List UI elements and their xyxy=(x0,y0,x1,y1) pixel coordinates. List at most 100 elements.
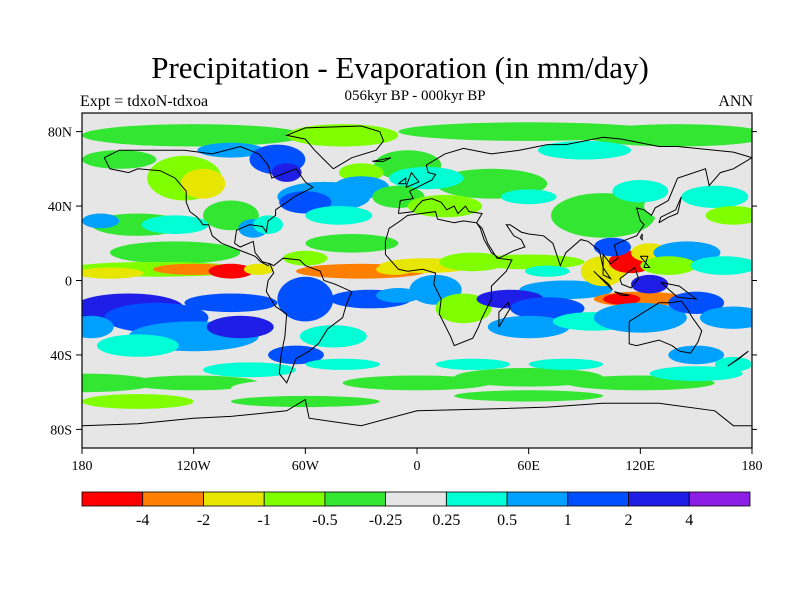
lat-tick-label: 0 xyxy=(65,275,72,290)
pe-anomaly-patch xyxy=(128,375,259,391)
pe-anomaly-patch xyxy=(454,390,604,402)
coastline xyxy=(498,301,511,328)
lat-tick-label: 40S xyxy=(50,349,72,364)
pe-anomaly-patch xyxy=(203,362,296,378)
pe-anomaly-patch xyxy=(277,276,334,322)
pe-anomaly-patch xyxy=(500,189,557,205)
pe-anomaly-patch xyxy=(454,368,604,387)
coastlines xyxy=(82,125,752,427)
coastline xyxy=(82,398,752,427)
pe-anomaly-patch xyxy=(593,302,687,333)
pe-anomaly-patch xyxy=(253,215,283,234)
colorbar-label: -4 xyxy=(136,512,149,529)
plot-title: Precipitation - Evaporation (in mm/day) xyxy=(151,50,649,85)
colorbar-swatch xyxy=(81,491,144,507)
pe-anomaly-patch xyxy=(184,293,278,313)
colorbar-swatch xyxy=(628,491,690,507)
pe-anomaly-patch xyxy=(299,325,367,348)
colorbar-swatch xyxy=(445,491,508,507)
pe-anomaly-patch xyxy=(612,180,669,203)
pe-anomaly-patch xyxy=(110,241,241,264)
pe-anomaly-patch xyxy=(593,237,632,257)
colorbar-swatch xyxy=(324,491,386,507)
lon-tick-label: 120W xyxy=(177,459,212,474)
coastline xyxy=(372,157,392,162)
pe-anomaly-patch xyxy=(584,124,752,147)
pe-anomaly-patch xyxy=(279,191,332,214)
pe-anomaly-patch xyxy=(82,315,114,339)
pe-anomaly-patch xyxy=(525,265,570,277)
coastline xyxy=(265,257,353,384)
lat-tick-label: 80S xyxy=(50,423,72,438)
colorbar-label: -1 xyxy=(258,512,271,529)
pe-anomaly-patch xyxy=(681,185,749,208)
pe-anomaly-patch xyxy=(82,150,157,169)
colorbar: -4 -2 -1 -0.5 -0.25 0.25 0.5 1 2 4 xyxy=(81,491,751,529)
coastline xyxy=(593,270,613,291)
pe-anomaly-patch xyxy=(435,144,510,164)
pe-anomaly-patch xyxy=(82,124,306,147)
experiment-label: Expt = tdxoN-tdxoa xyxy=(80,93,209,110)
coastline xyxy=(103,145,314,267)
colorbar-label: -2 xyxy=(197,512,210,529)
pe-anomaly-patch xyxy=(472,254,585,270)
pe-anomaly-patch xyxy=(519,280,613,300)
pe-anomaly-patch xyxy=(668,291,725,314)
coastline xyxy=(614,291,630,296)
coastline xyxy=(639,233,643,241)
pe-anomaly-patch xyxy=(208,263,254,279)
coastline xyxy=(727,350,749,367)
coastline xyxy=(639,255,651,268)
colorbar-swatch xyxy=(688,491,751,507)
pe-anomaly-patch xyxy=(407,194,483,218)
pe-anomaly-patch xyxy=(206,315,274,339)
pe-anomaly-patch xyxy=(286,124,399,147)
pe-anomaly-patch xyxy=(342,375,492,391)
pe-anomaly-patch xyxy=(690,256,752,275)
map-area xyxy=(81,112,753,449)
pe-anomaly-patch xyxy=(376,288,421,303)
coastline xyxy=(398,177,407,185)
colorbar-label: 2 xyxy=(625,512,633,529)
lon-tick-label: 120E xyxy=(626,459,656,474)
coastline xyxy=(405,171,420,188)
pe-anomaly-patch xyxy=(243,263,274,275)
colorbar-label: 0.5 xyxy=(497,512,517,529)
colorbar-label: -0.25 xyxy=(369,512,402,529)
colorbar-label: 1 xyxy=(564,512,572,529)
pe-anomaly-patch xyxy=(538,140,631,160)
pe-anomaly-patch xyxy=(230,379,380,398)
pe-anomaly-patch xyxy=(640,256,697,275)
colorbar-swatch xyxy=(567,491,629,507)
pe-anomaly-patch xyxy=(82,213,120,229)
pe-anomaly-patch xyxy=(96,334,179,357)
colorbar-label: 0.25 xyxy=(432,512,460,529)
colorbar-label: -0.5 xyxy=(312,512,337,529)
colorbar-label: 4 xyxy=(685,512,693,529)
pe-anomaly-patch xyxy=(631,274,669,294)
lon-tick-label: 0 xyxy=(414,459,421,474)
coastline xyxy=(628,300,703,354)
colorbar-swatch xyxy=(506,491,569,507)
colorbar-swatch xyxy=(263,491,326,507)
map-axes: 80N 40N 0 40S 80S 180 120W 60W 0 60E 120E 180 xyxy=(48,126,763,474)
pe-anomaly-patch xyxy=(82,267,144,279)
lon-tick-label: 60W xyxy=(292,459,320,474)
pe-anomaly-patch xyxy=(305,206,373,225)
pe-anomaly-patch xyxy=(551,193,656,238)
pe-anomaly-patch xyxy=(487,315,570,339)
pe-anomaly-patch xyxy=(668,345,725,365)
colorbar-swatch xyxy=(142,491,204,507)
pe-anomaly-patch xyxy=(82,394,194,409)
pe-anomaly-patch xyxy=(305,234,399,253)
season-label: ANN xyxy=(718,93,753,110)
lon-tick-label: 180 xyxy=(742,459,763,474)
lat-tick-label: 80N xyxy=(48,126,72,141)
pe-anomaly-patch xyxy=(305,358,380,370)
lat-tick-label: 40N xyxy=(48,200,72,215)
pe-field-patches xyxy=(82,122,752,409)
plot-subtitle: 056kyr BP - 000kyr BP xyxy=(344,88,486,104)
pe-anomaly-patch xyxy=(283,250,328,266)
pe-anomaly-patch xyxy=(649,366,743,381)
